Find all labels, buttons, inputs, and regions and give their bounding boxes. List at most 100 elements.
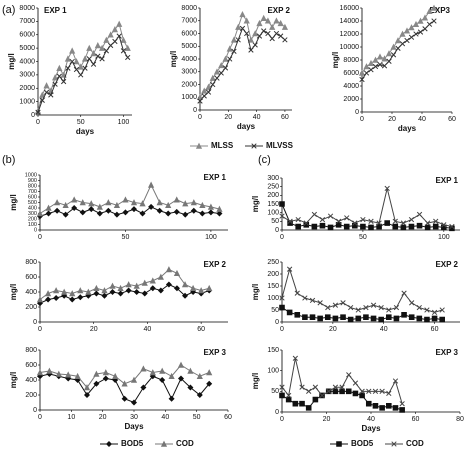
- marker: [86, 56, 92, 62]
- marker: [213, 68, 221, 75]
- marker: [53, 199, 61, 206]
- y-tick-label: 4000: [181, 56, 197, 63]
- marker: [381, 63, 388, 69]
- y-tick-label: 900: [28, 178, 37, 184]
- y-tick-label: 1000: [181, 94, 197, 101]
- marker: [339, 388, 345, 395]
- marker: [424, 307, 430, 313]
- marker: [360, 223, 366, 230]
- marker: [340, 314, 346, 320]
- axes: [39, 262, 228, 323]
- marker: [182, 200, 189, 207]
- marker: [130, 376, 138, 383]
- marker: [299, 400, 305, 407]
- marker: [222, 55, 229, 62]
- marker: [149, 369, 156, 376]
- marker: [286, 266, 293, 272]
- x-tick-label: 60: [412, 416, 420, 423]
- marker: [230, 36, 238, 43]
- chart-title: EXP 1: [435, 176, 458, 185]
- marker: [441, 222, 447, 228]
- marker: [399, 407, 405, 413]
- y-tick-label: 5000: [19, 45, 35, 52]
- marker: [62, 201, 69, 209]
- x-tick-label: 20: [323, 416, 331, 423]
- marker: [403, 27, 411, 34]
- y-tick-label: 400: [25, 377, 37, 384]
- marker: [252, 42, 258, 48]
- chart-title: EXP3: [430, 6, 451, 15]
- y-tick-label: 600: [28, 194, 37, 200]
- y-tick-label: 0: [34, 227, 37, 233]
- y-tick-label: 5000: [181, 43, 197, 50]
- marker: [278, 33, 284, 39]
- marker: [207, 203, 215, 210]
- marker: [360, 216, 366, 223]
- x-tick-label: 0: [280, 234, 284, 241]
- y-tick-label: 4000: [19, 58, 35, 65]
- marker: [130, 399, 138, 406]
- marker: [400, 224, 407, 231]
- marker: [122, 209, 129, 216]
- marker: [105, 207, 112, 214]
- marker: [69, 296, 76, 303]
- y-tick-label: 3000: [19, 72, 35, 79]
- y-axis-label: mg/l: [9, 284, 18, 300]
- x-tick-label: 0: [280, 326, 284, 333]
- marker: [112, 38, 118, 45]
- marker: [358, 69, 366, 76]
- marker: [294, 312, 301, 318]
- marker: [282, 37, 288, 43]
- y-tick-label: 7000: [19, 18, 35, 25]
- marker: [370, 302, 377, 308]
- marker: [426, 7, 433, 15]
- marker: [312, 396, 319, 403]
- marker: [90, 50, 97, 57]
- marker: [311, 223, 318, 230]
- marker: [449, 223, 455, 230]
- marker: [82, 65, 88, 71]
- series-line: [39, 206, 220, 217]
- marker: [408, 24, 415, 31]
- marker: [165, 266, 173, 273]
- y-tick-label: 2000: [181, 81, 197, 88]
- marker: [368, 224, 374, 231]
- marker: [35, 109, 41, 115]
- marker: [424, 316, 430, 323]
- legend-label: BOD5: [351, 439, 374, 448]
- marker: [352, 380, 359, 386]
- marker: [277, 19, 284, 27]
- y-axis-label: mg/l: [9, 194, 18, 210]
- marker: [196, 93, 204, 101]
- x-tick-label: 30: [130, 414, 138, 421]
- axes: [199, 8, 292, 111]
- marker: [116, 33, 122, 39]
- marker: [61, 288, 68, 295]
- marker: [319, 216, 326, 223]
- marker: [235, 23, 242, 30]
- marker: [273, 17, 280, 24]
- marker: [303, 220, 309, 226]
- marker: [216, 205, 223, 212]
- marker: [295, 223, 301, 230]
- series-line: [281, 267, 443, 313]
- marker: [385, 50, 393, 57]
- y-tick-label: 6000: [343, 70, 359, 77]
- marker: [116, 20, 123, 27]
- y-tick-label: 100: [267, 210, 279, 217]
- marker: [399, 41, 406, 47]
- marker: [124, 44, 131, 51]
- marker: [125, 54, 131, 61]
- marker: [201, 87, 208, 94]
- marker: [432, 223, 439, 230]
- x-tick-label: 10: [67, 414, 75, 421]
- chart-title: EXP 2: [435, 260, 458, 269]
- marker: [261, 28, 267, 34]
- marker: [173, 196, 180, 203]
- marker: [377, 61, 383, 68]
- marker: [339, 384, 345, 390]
- marker: [243, 17, 250, 24]
- x-tick-label: 40: [418, 116, 426, 123]
- marker: [77, 287, 84, 294]
- marker: [286, 392, 292, 399]
